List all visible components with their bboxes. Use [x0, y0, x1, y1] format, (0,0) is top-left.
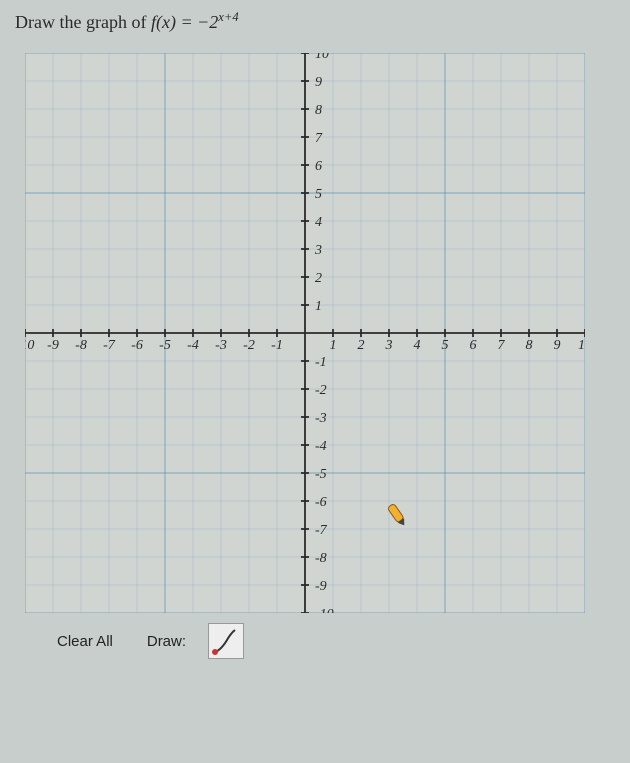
svg-text:2: 2 [358, 338, 365, 353]
svg-text:-5: -5 [315, 467, 327, 482]
svg-text:-4: -4 [187, 338, 199, 353]
svg-text:9: 9 [554, 338, 561, 353]
curve-tool-button[interactable] [208, 623, 244, 659]
svg-text:1: 1 [330, 338, 337, 353]
svg-text:-1: -1 [315, 355, 327, 370]
graph-svg[interactable]: -10-9-8-7-6-5-4-3-2-11234567891010987654… [25, 53, 585, 613]
svg-text:9: 9 [315, 75, 322, 90]
svg-text:4: 4 [315, 215, 322, 230]
svg-text:6: 6 [470, 338, 477, 353]
question-prefix: Draw the graph of [15, 12, 151, 32]
svg-text:-10: -10 [25, 338, 34, 353]
svg-text:3: 3 [314, 243, 322, 258]
graph-canvas[interactable]: -10-9-8-7-6-5-4-3-2-11234567891010987654… [25, 53, 585, 613]
draw-label: Draw: [135, 627, 198, 656]
svg-text:-9: -9 [47, 338, 59, 353]
svg-text:10: 10 [315, 53, 329, 62]
svg-text:7: 7 [315, 131, 323, 146]
curve-tool-icon [211, 626, 241, 656]
svg-text:4: 4 [414, 338, 421, 353]
svg-text:-2: -2 [243, 338, 255, 353]
minus: − [197, 12, 209, 32]
svg-text:-8: -8 [75, 338, 87, 353]
svg-text:5: 5 [315, 187, 322, 202]
svg-text:-9: -9 [315, 579, 327, 594]
svg-text:-4: -4 [315, 439, 327, 454]
equals: = [176, 12, 197, 32]
svg-text:10: 10 [578, 338, 585, 353]
svg-text:-2: -2 [315, 383, 327, 398]
svg-text:8: 8 [526, 338, 533, 353]
svg-text:-6: -6 [315, 495, 327, 510]
svg-text:1: 1 [315, 299, 322, 314]
svg-text:-3: -3 [215, 338, 227, 353]
svg-text:-3: -3 [315, 411, 327, 426]
base: 2 [209, 12, 218, 32]
svg-text:-1: -1 [271, 338, 283, 353]
svg-text:-8: -8 [315, 551, 327, 566]
svg-text:-7: -7 [103, 338, 116, 353]
pencil-cursor-icon [387, 503, 407, 527]
svg-text:3: 3 [385, 338, 393, 353]
exponent: x+4 [218, 10, 238, 24]
question-text: Draw the graph of f(x) = −2x+4 [15, 10, 615, 33]
svg-text:-5: -5 [159, 338, 171, 353]
svg-text:8: 8 [315, 103, 322, 118]
svg-text:5: 5 [442, 338, 449, 353]
svg-text:7: 7 [498, 338, 506, 353]
svg-text:-6: -6 [131, 338, 143, 353]
toolbar: Clear All Draw: [45, 623, 615, 659]
fn-left: f(x) [151, 12, 176, 32]
clear-all-button[interactable]: Clear All [45, 627, 125, 656]
svg-text:-10: -10 [315, 607, 334, 613]
svg-text:2: 2 [315, 271, 322, 286]
svg-text:-7: -7 [315, 523, 328, 538]
svg-text:6: 6 [315, 159, 322, 174]
